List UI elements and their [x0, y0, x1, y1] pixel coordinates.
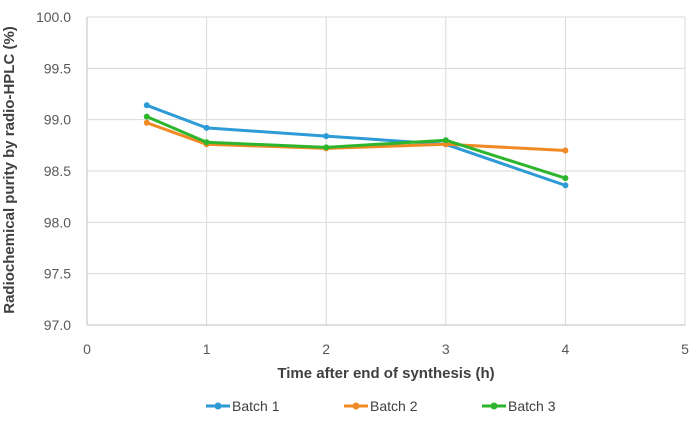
legend-label: Batch 3	[508, 398, 556, 414]
y-tick-label: 97.0	[44, 317, 71, 333]
legend-label: Batch 1	[232, 398, 280, 414]
legend-swatch-marker	[214, 402, 222, 410]
y-tick-label: 99.0	[44, 112, 71, 128]
series-batch-3	[143, 113, 569, 182]
legend-label: Batch 2	[370, 398, 418, 414]
x-tick-label: 0	[83, 341, 91, 357]
data-point	[203, 124, 210, 131]
y-tick-label: 99.5	[44, 60, 71, 76]
x-tick-label: 3	[442, 341, 450, 357]
y-axis-title: Radiochemical purity by radio-HPLC (%)	[1, 26, 18, 314]
legend: Batch 1 Batch 2 Batch 3	[206, 398, 556, 414]
legend-item-batch-3: Batch 3	[482, 398, 556, 414]
x-tick-label: 1	[203, 341, 211, 357]
data-point	[203, 139, 210, 146]
tick-labels: 97.0 97.5 98.0 98.5 99.0 99.5 100.0 0 1 2 3 4 5	[36, 9, 689, 357]
legend-item-batch-1: Batch 1	[206, 398, 280, 414]
y-tick-label: 98.5	[44, 163, 71, 179]
data-point	[323, 144, 330, 151]
legend-item-batch-2: Batch 2	[344, 398, 418, 414]
series-group	[143, 102, 569, 189]
data-point	[562, 175, 569, 182]
data-point	[143, 113, 150, 120]
legend-swatch-marker	[490, 402, 498, 410]
y-tick-label: 100.0	[36, 9, 71, 25]
data-point	[143, 102, 150, 109]
x-tick-label: 5	[681, 341, 689, 357]
y-tick-label: 98.0	[44, 214, 71, 230]
series-batch-2	[143, 119, 569, 154]
data-point	[562, 182, 569, 189]
axes	[86, 17, 685, 326]
y-tick-label: 97.5	[44, 266, 71, 282]
legend-swatch-marker	[352, 402, 360, 410]
data-point	[562, 147, 569, 154]
data-point	[442, 137, 449, 144]
data-point	[143, 119, 150, 126]
data-point	[442, 141, 449, 148]
x-axis-title: Time after end of synthesis (h)	[277, 365, 494, 382]
x-tick-label: 4	[562, 341, 570, 357]
grid	[87, 16, 686, 325]
data-point	[323, 133, 330, 140]
x-tick-label: 2	[322, 341, 330, 357]
